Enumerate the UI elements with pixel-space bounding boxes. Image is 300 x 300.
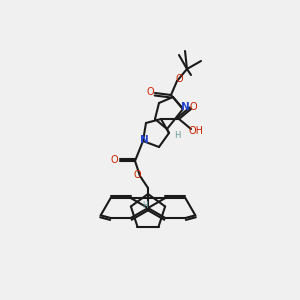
Text: O: O: [133, 170, 141, 180]
Text: H: H: [142, 200, 148, 209]
Text: O: O: [146, 87, 154, 97]
Text: OH: OH: [188, 126, 203, 136]
Text: O: O: [175, 74, 183, 84]
Text: O: O: [110, 155, 118, 165]
Text: O: O: [189, 102, 197, 112]
Text: H: H: [174, 130, 180, 140]
Text: N: N: [181, 102, 189, 112]
Text: N: N: [140, 135, 148, 145]
